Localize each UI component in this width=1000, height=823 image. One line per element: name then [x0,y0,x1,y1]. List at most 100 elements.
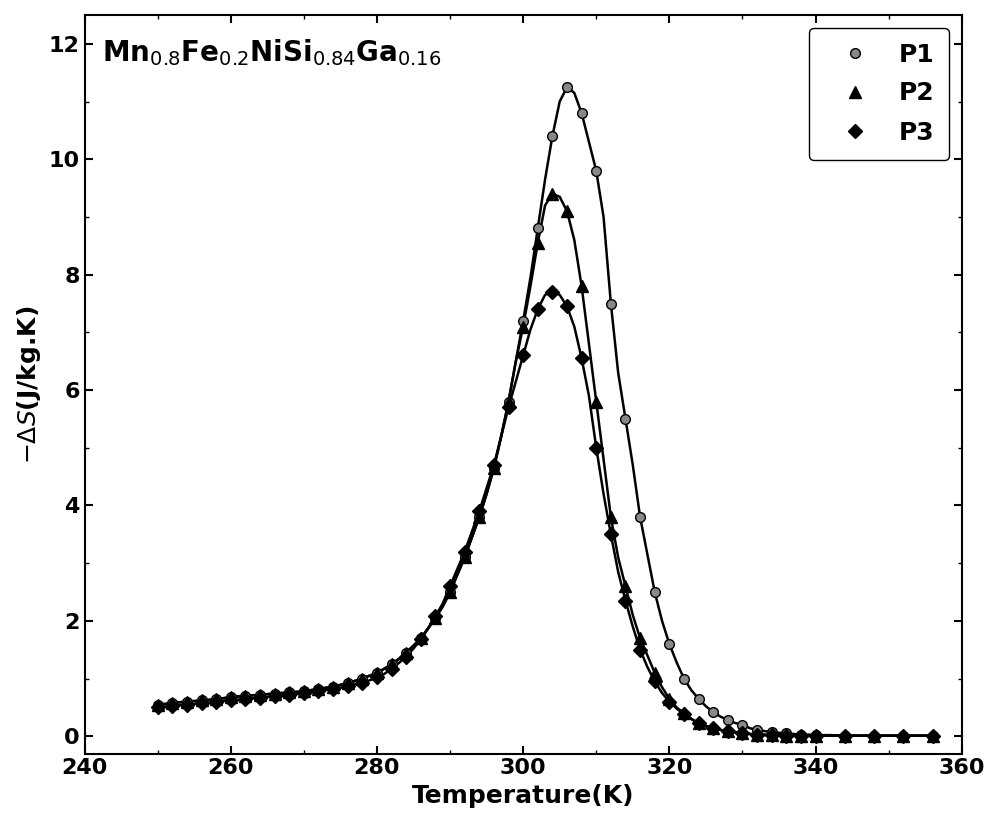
P1 [897,731,909,741]
P3 [839,731,851,741]
P3 [312,686,324,696]
P3 [269,691,281,701]
P2 [196,695,208,705]
P2 [283,687,295,697]
P1 [488,463,500,473]
P3 [210,697,222,707]
P3 [342,681,354,691]
P1 [839,731,851,741]
P3 [897,731,909,741]
P3 [517,351,529,360]
P3 [634,644,646,654]
P2 [225,692,237,702]
P1 [152,700,164,709]
P2 [415,633,427,643]
P1 [371,667,383,677]
P1 [312,684,324,694]
P2 [663,694,675,704]
P2 [546,189,558,199]
P1 [225,692,237,702]
P2 [386,659,398,669]
P3 [546,287,558,297]
P3 [459,546,471,556]
P3 [166,700,178,710]
Text: Mn$_{0.8}$Fe$_{0.2}$NiSi$_{0.84}$Ga$_{0.16}$: Mn$_{0.8}$Fe$_{0.2}$NiSi$_{0.84}$Ga$_{0.… [102,37,441,68]
P3 [181,700,193,709]
P1 [444,587,456,597]
P2 [532,238,544,248]
P3 [415,635,427,644]
P2 [868,731,880,741]
P3 [152,703,164,713]
P3 [371,672,383,682]
P3 [532,305,544,314]
P2 [678,709,690,718]
P2 [795,731,807,741]
P2 [839,731,851,741]
P3 [400,652,412,662]
P1 [210,694,222,704]
P2 [269,689,281,699]
P2 [473,512,485,522]
P3 [561,301,573,311]
P1 [576,108,588,118]
P3 [780,731,792,741]
P3 [707,723,719,733]
P3 [283,690,295,700]
P3 [722,726,734,736]
P1 [429,613,441,623]
P1 [927,731,939,741]
P3 [927,731,939,741]
P2 [342,678,354,688]
P1 [766,728,778,737]
P2 [152,700,164,709]
P2 [488,463,500,473]
P1 [269,689,281,699]
P2 [605,512,617,522]
P2 [181,697,193,707]
P3 [619,596,631,606]
P3 [473,506,485,516]
P2 [239,691,251,701]
P1 [239,691,251,701]
P2 [736,728,748,737]
P1 [810,730,822,740]
P2 [444,587,456,597]
P3 [503,402,515,412]
P2 [166,698,178,708]
P3 [386,664,398,674]
P2 [561,207,573,216]
P2 [356,674,368,684]
P3 [678,709,690,719]
P2 [210,694,222,704]
P3 [766,730,778,740]
P1 [678,674,690,684]
P2 [707,723,719,733]
P1 [663,639,675,649]
P1 [254,690,266,700]
P1 [722,715,734,725]
P2 [780,731,792,741]
P2 [503,397,515,407]
P3 [693,718,705,728]
P3 [254,693,266,703]
P3 [196,699,208,709]
P3 [298,688,310,698]
P1 [196,695,208,705]
P2 [590,397,602,407]
P3 [868,731,880,741]
Y-axis label: $-\Delta S$(J/kg.K): $-\Delta S$(J/kg.K) [15,305,43,463]
P1 [400,648,412,658]
Line: P1: P1 [153,82,937,741]
P1 [473,512,485,522]
X-axis label: Temperature(K): Temperature(K) [412,784,634,808]
P3 [605,529,617,539]
P1 [356,674,368,684]
P1 [751,725,763,735]
P1 [619,414,631,424]
P2 [722,726,734,736]
P2 [810,731,822,741]
P1 [780,728,792,738]
P1 [459,552,471,562]
P2 [327,681,339,691]
